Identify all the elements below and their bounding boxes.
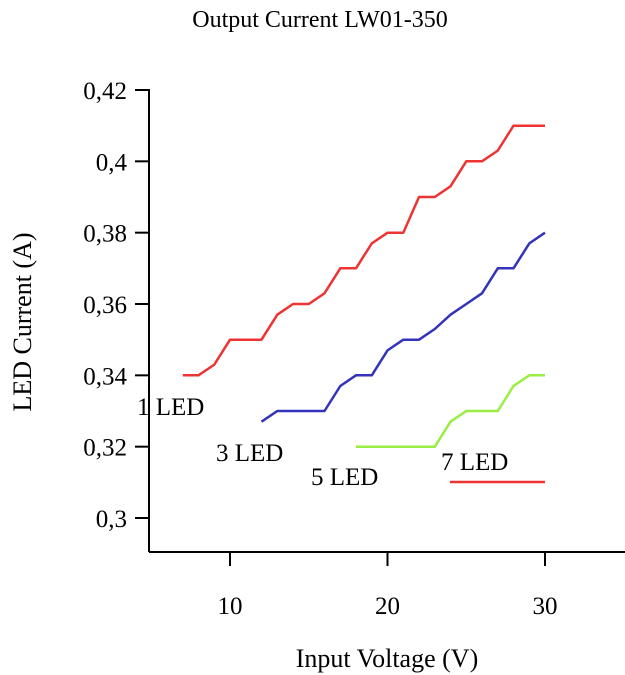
series-label-3-led: 3 LED [216, 440, 283, 467]
y-tick-label: 0,36 [83, 292, 127, 319]
chart-title: Output Current LW01-350 [192, 7, 448, 33]
y-tick-label: 0,3 [96, 506, 127, 533]
series-label-7-led: 7 LED [441, 449, 508, 476]
x-axis-label: Input Voltage (V) [296, 644, 478, 673]
y-tick-label: 0,34 [83, 363, 127, 390]
axis-ticks: 10 20 30 0,3 0,32 0,34 0,36 0,38 0,4 0,42 [83, 78, 557, 620]
series-line-7-led [182, 124, 545, 377]
y-tick-label: 0,32 [83, 435, 127, 462]
x-tick-label: 20 [375, 593, 400, 620]
series-label-5-led: 5 LED [311, 464, 378, 491]
y-axis-label: LED Current (A) [8, 232, 37, 411]
y-tick-label: 0,42 [83, 78, 127, 105]
series-line-3-led [260, 231, 546, 423]
series-lines [182, 124, 546, 448]
x-tick-label: 10 [218, 593, 243, 620]
y-tick-label: 0,38 [83, 221, 127, 248]
series-labels: 1 LED 3 LED 5 LED 7 LED [137, 394, 545, 491]
y-tick-label: 0,4 [96, 149, 128, 176]
x-tick-label: 30 [533, 593, 558, 620]
series-label-1-led: 1 LED [137, 394, 204, 421]
series-line-5-led [356, 374, 545, 448]
